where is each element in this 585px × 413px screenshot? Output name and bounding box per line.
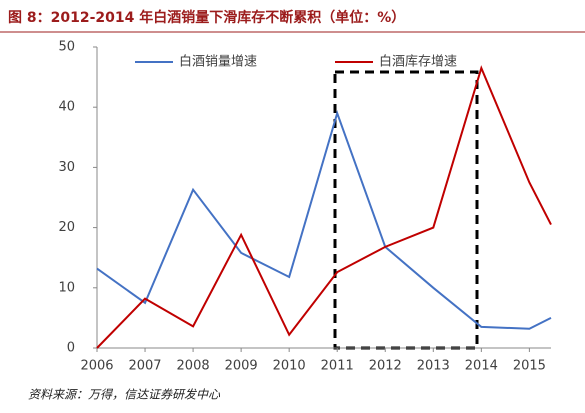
y-tick-label: 50 <box>58 40 75 55</box>
x-tick-label: 2015 <box>513 359 546 374</box>
x-tick-label: 2007 <box>128 359 161 374</box>
x-tick-label: 2013 <box>417 359 450 374</box>
x-tick-label: 2009 <box>225 359 258 374</box>
x-tick-label: 2014 <box>465 359 498 374</box>
series-line <box>96 65 552 349</box>
y-tick-label: 10 <box>58 280 75 295</box>
x-tick-label: 2012 <box>369 359 402 374</box>
x-tick-label: 2006 <box>80 359 113 374</box>
y-tick-label: 0 <box>67 341 75 356</box>
x-tick-label: 2008 <box>177 359 210 374</box>
y-tick-label: 40 <box>58 100 75 115</box>
y-tick-label: 20 <box>58 220 75 235</box>
legend-label: 白酒销量增速 <box>179 54 257 70</box>
x-tick-label: 2010 <box>273 359 306 374</box>
x-tick-label: 2011 <box>321 359 354 374</box>
y-tick-label: 30 <box>58 160 75 175</box>
source-note: 资料来源：万得，信达证券研发中心 <box>28 388 221 402</box>
series-line <box>96 109 552 330</box>
legend-label: 白酒库存增速 <box>379 54 457 70</box>
chart-title: 图 8：2012-2014 年白酒销量下滑库存不断累积（单位：%） <box>8 9 405 26</box>
